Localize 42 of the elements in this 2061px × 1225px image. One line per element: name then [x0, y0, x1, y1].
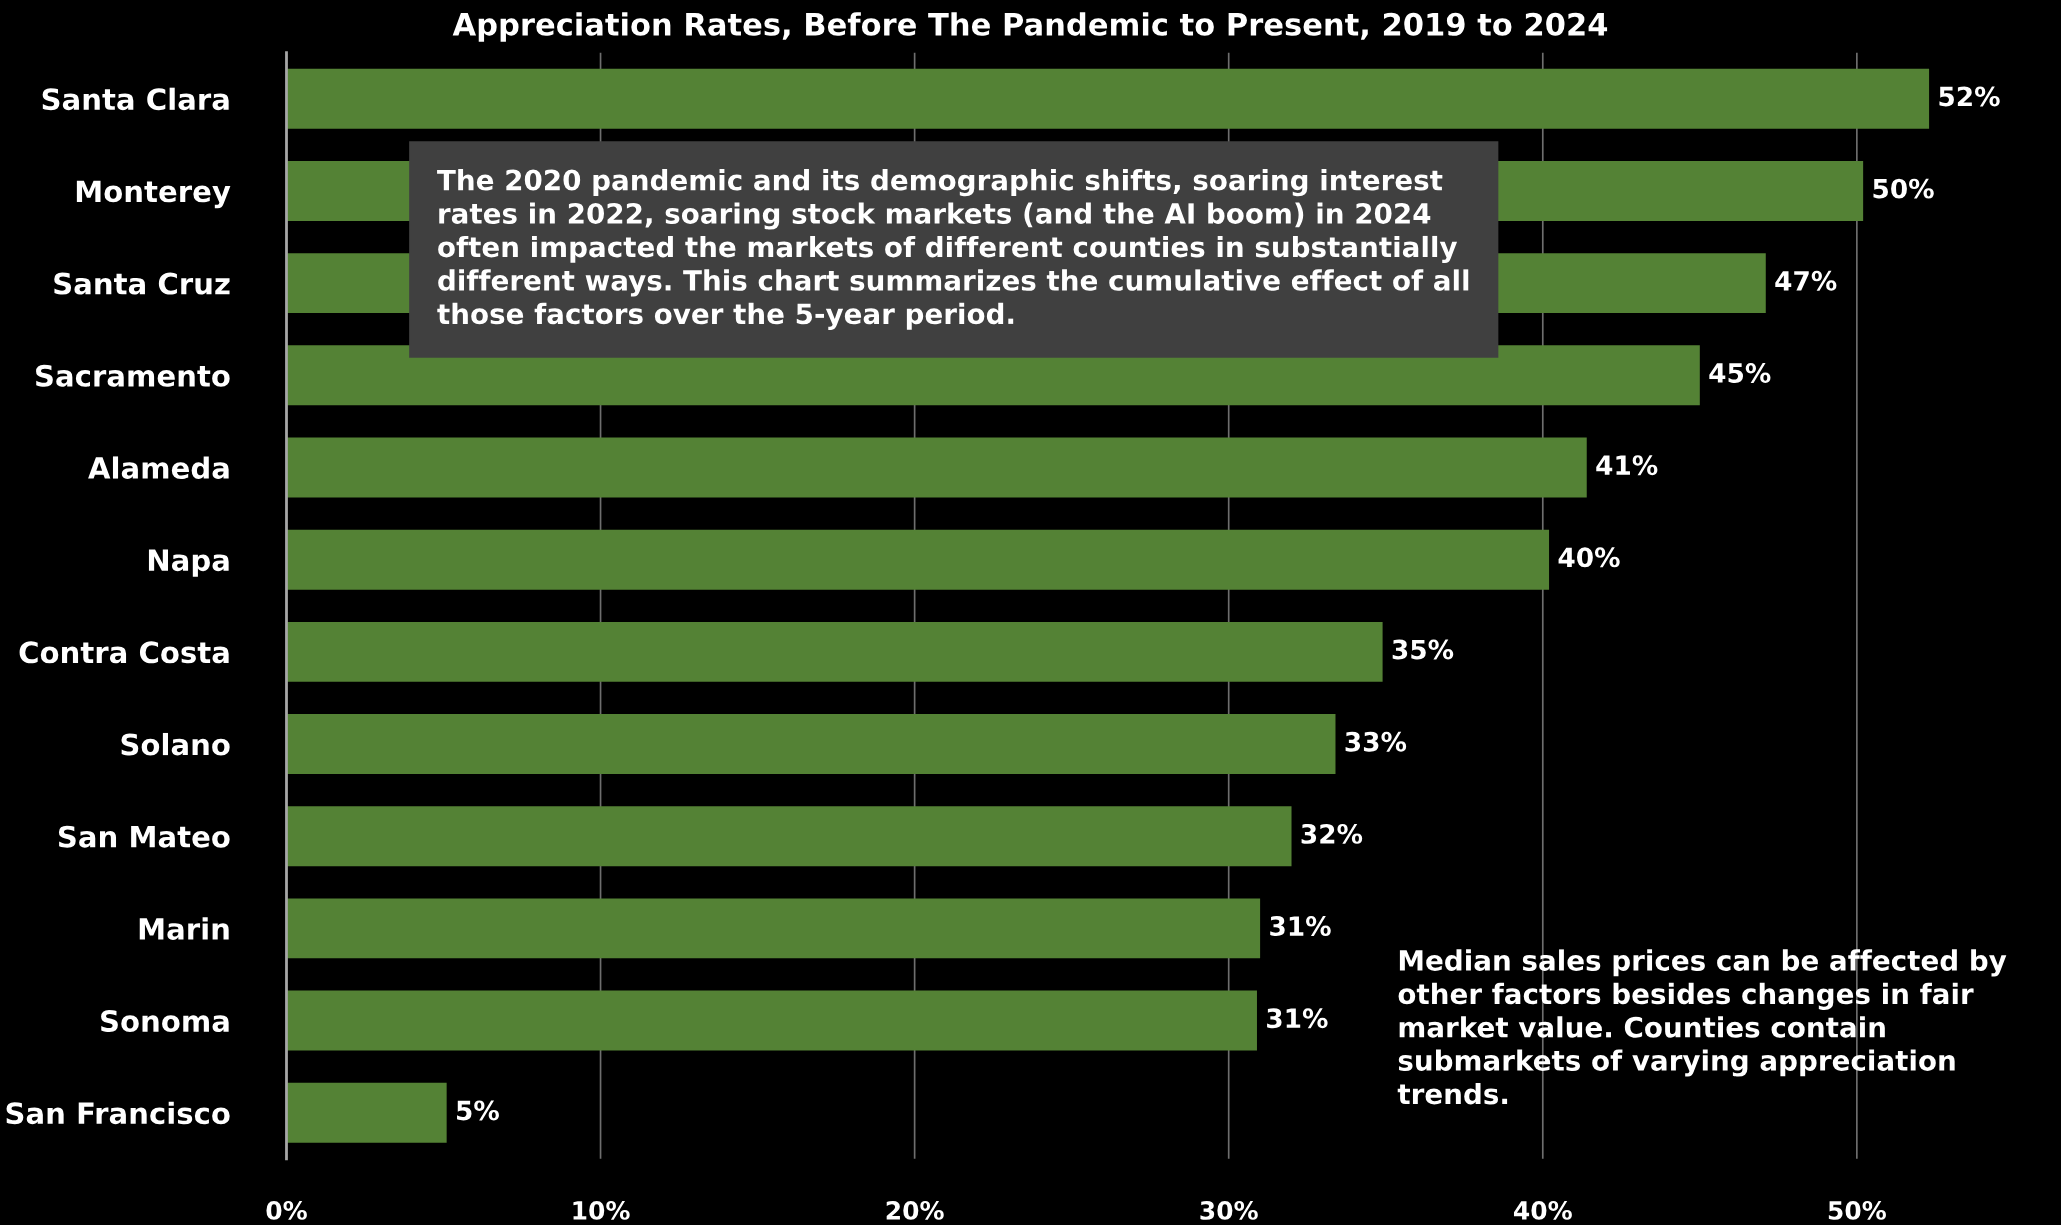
- x-tick-label: 40%: [1513, 1200, 1572, 1220]
- y-tick-label: Sacramento: [36, 364, 230, 387]
- bar: [286, 990, 1257, 1051]
- y-tick-label: Sonoma: [101, 1010, 229, 1033]
- data-label: 47%: [1775, 270, 1837, 291]
- data-label: 5%: [457, 1100, 499, 1121]
- bar: [286, 806, 1292, 867]
- chart-title: Appreciation Rates, Before The Pandemic to Present, 2019 to 2024: [452, 12, 1608, 42]
- y-tick-label: Santa Cruz: [54, 272, 230, 295]
- data-label: 31%: [1267, 1008, 1328, 1029]
- y-tick-label: Contra Costa: [19, 641, 229, 664]
- data-label: 33%: [1345, 731, 1407, 752]
- y-tick-label: San Mateo: [58, 825, 230, 848]
- data-label: 35%: [1392, 639, 1454, 660]
- y-tick-label: Marin: [139, 917, 229, 940]
- bar: [286, 437, 1587, 498]
- y-tick-label: Santa Clara: [42, 87, 229, 111]
- y-tick-label: Napa: [148, 549, 229, 577]
- data-label: 41%: [1596, 455, 1658, 476]
- data-label: 50%: [1873, 178, 1934, 199]
- data-label: 32%: [1301, 823, 1363, 844]
- data-label: 45%: [1709, 363, 1771, 383]
- x-tick-label: 30%: [1200, 1200, 1258, 1220]
- data-label: 40%: [1558, 547, 1620, 568]
- annotation: Median sales prices can be affected by other factors besides changes in fair market value. Counties contain submarkets of varying appreciation trends.: [1397, 949, 2007, 1105]
- bar: [286, 68, 1930, 129]
- y-tick-label: Alameda: [88, 456, 229, 479]
- bar: [286, 898, 1261, 959]
- y-tick-label: San Francisco: [6, 1101, 230, 1125]
- y-tick-label: Monterey: [76, 180, 231, 209]
- x-tick-label: 0%: [266, 1200, 307, 1220]
- annotation: The 2020 pandemic and its demographic shifts, soaring interest rates in 2022, soaring stock markets (and the AI boom) in 2024 often impacted the markets of different counties in substantially different ways. This chart summarizes the cumulative effect of all those factors over the 5-year period.: [437, 169, 1469, 330]
- x-tick-label: 20%: [886, 1200, 944, 1220]
- bar: [286, 714, 1336, 774]
- bar: [286, 1082, 447, 1143]
- y-tick-label: Solano: [121, 732, 230, 756]
- data-label: 52%: [1939, 86, 2000, 107]
- x-tick-label: 10%: [573, 1200, 630, 1220]
- data-label: 31%: [1270, 916, 1331, 937]
- x-tick-label: 50%: [1828, 1200, 1886, 1220]
- bar: [286, 529, 1550, 590]
- bar: [286, 621, 1383, 682]
